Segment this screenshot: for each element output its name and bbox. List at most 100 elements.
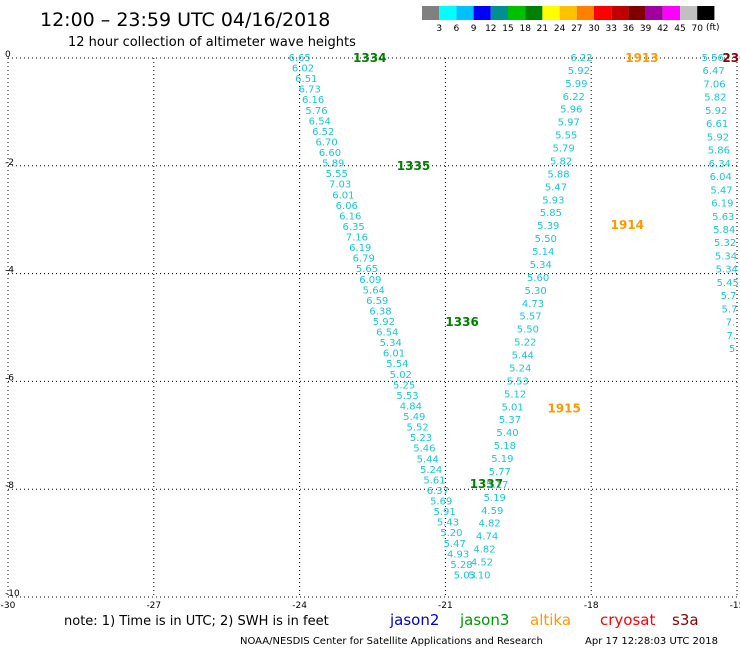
wave-height-value: 5.86 xyxy=(708,146,730,157)
wave-height-value: 5.17 xyxy=(486,480,508,491)
x-tick-label: -27 xyxy=(146,601,161,611)
scale-tick-label: 45 xyxy=(674,24,685,34)
footer-credit: NOAA/NESDIS Center for Satellite Applica… xyxy=(240,636,543,647)
wave-height-value: 5.02 xyxy=(390,370,412,381)
wave-height-value: 5.03 xyxy=(454,570,476,581)
scale-tick-label: 70 xyxy=(691,24,703,34)
wave-height-value: 5.85 xyxy=(540,208,562,219)
wave-height-value: 5.53 xyxy=(507,376,529,387)
wave-height-value: 5.47 xyxy=(444,539,466,550)
scale-tick-label: 27 xyxy=(571,24,582,34)
wave-height-value: 7. xyxy=(727,331,737,342)
wave-height-value: 7.16 xyxy=(346,233,368,244)
wave-height-value: 5.43 xyxy=(437,518,459,529)
pass-time-label: 1337 xyxy=(470,477,503,491)
wave-height-value: 6.54 xyxy=(309,116,331,127)
pass-time-label: 1914 xyxy=(611,218,644,232)
wave-height-value: 4.59 xyxy=(481,506,503,517)
wave-height-value: 5.82 xyxy=(704,93,726,104)
wave-height-value: 5.30 xyxy=(524,286,546,297)
scale-swatch xyxy=(611,6,629,20)
wave-height-value: 5.45 xyxy=(717,278,739,289)
wave-height-value: 6.01 xyxy=(383,349,405,360)
wave-height-value: 6.22 xyxy=(570,53,592,64)
wave-height-value: 5.40 xyxy=(496,428,518,439)
scale-swatch xyxy=(628,6,646,20)
wave-height-value: 5.92 xyxy=(707,132,729,143)
wave-height-value: 5.93 xyxy=(542,195,564,206)
wave-height-value: 5.01 xyxy=(501,402,523,413)
y-tick-label: -10 xyxy=(5,589,20,599)
wave-height-value: 5.84 xyxy=(713,225,735,236)
wave-height-value: 5.47 xyxy=(710,185,732,196)
wave-height-value: 5.77 xyxy=(489,467,511,478)
wave-height-value: 6.38 xyxy=(369,306,391,317)
wave-height-value: 5.60 xyxy=(527,273,549,284)
wave-height-value: 5.34 xyxy=(380,338,402,349)
scale-swatch xyxy=(508,6,526,20)
wave-height-value: 5.23 xyxy=(410,433,432,444)
x-tick-label: -18 xyxy=(584,601,599,611)
x-tick-label: -15 xyxy=(730,601,740,611)
wave-height-value: 4.73 xyxy=(522,299,544,310)
scale-swatch xyxy=(525,6,543,20)
satellite-legend: jason2 jason3 altika cryosat s3a xyxy=(389,611,699,629)
color-scale-legend: 3 6 9 12 15 18 21 24 27 30 33 36 39 42 45 70 xyxy=(422,6,715,34)
scale-tick-label: 36 xyxy=(623,24,635,34)
wave-height-value: 5.20 xyxy=(440,528,462,539)
map-title: 12:00 – 23:59 UTC 04/16/2018 xyxy=(40,9,330,31)
satellite-name-jason3: jason3 xyxy=(459,611,509,629)
wave-height-value: 5.92 xyxy=(373,317,395,328)
scale-tick-label: 3 xyxy=(436,24,442,34)
wave-height-value: 5.55 xyxy=(326,169,348,180)
scale-tick-label: 30 xyxy=(588,24,600,34)
wave-height-value: 5.34 xyxy=(715,252,737,263)
wave-height-value: 5.50 xyxy=(535,234,557,245)
scale-tick-label: 39 xyxy=(640,24,652,34)
wave-height-value: 5.63 xyxy=(712,212,734,223)
x-tick-label: -30 xyxy=(1,601,16,611)
scale-swatch xyxy=(490,6,508,20)
wave-height-value: 5.10 xyxy=(468,570,490,581)
wave-height-value: 6.19 xyxy=(349,243,371,254)
scale-swatch xyxy=(645,6,663,20)
wave-height-value: 5.88 xyxy=(547,169,569,180)
scale-tick-label: 24 xyxy=(554,24,566,34)
wave-height-value: 5.96 xyxy=(560,105,582,116)
wave-height-value: 5.7 xyxy=(721,291,737,302)
wave-height-value: 5.89 xyxy=(322,159,344,170)
map-subtitle: 12 hour collection of altimeter wave hei… xyxy=(68,35,356,50)
wave-height-value: 5.14 xyxy=(532,247,554,258)
wave-height-value: 5.37 xyxy=(499,415,521,426)
scale-tick-label: 33 xyxy=(605,24,616,34)
wave-height-value: 5.64 xyxy=(363,285,385,296)
wave-height-value: 5.69 xyxy=(430,497,452,508)
wave-height-value: 6.34 xyxy=(709,159,731,170)
wave-height-value: 6.61 xyxy=(706,119,728,130)
wave-height-value: 5.82 xyxy=(550,157,572,168)
wave-height-value: 5.54 xyxy=(386,359,408,370)
wave-height-value: 5.56 xyxy=(702,53,724,64)
scale-tick-label: 12 xyxy=(485,24,496,34)
wave-height-value: 6.09 xyxy=(359,275,381,286)
wave-height-value: 5.46 xyxy=(413,444,435,455)
wave-height-value: 5.52 xyxy=(406,423,428,434)
wave-height-value: 5.92 xyxy=(705,106,727,117)
footer-timestamp: Apr 17 12:28:03 UTC 2018 xyxy=(585,636,718,647)
wave-height-value: 5.19 xyxy=(491,454,513,465)
wave-height-value: 5.55 xyxy=(555,131,577,142)
wave-height-value: 4.52 xyxy=(471,558,493,569)
pass-time-label: 230 xyxy=(722,51,740,65)
scale-swatch xyxy=(662,6,680,20)
wave-height-value: 6.60 xyxy=(319,148,341,159)
scale-unit-label: (ft) xyxy=(706,23,720,33)
wave-height-value: 6.22 xyxy=(563,92,585,103)
scale-swatch xyxy=(542,6,560,20)
wave-height-value: 6.54 xyxy=(376,328,398,339)
wave-height-value: 5 xyxy=(729,344,735,355)
y-tick-label: -2 xyxy=(5,158,14,168)
y-tick-label: 0 xyxy=(5,50,11,60)
scale-swatch xyxy=(697,6,715,20)
wave-height-value: 5.47 xyxy=(545,182,567,193)
